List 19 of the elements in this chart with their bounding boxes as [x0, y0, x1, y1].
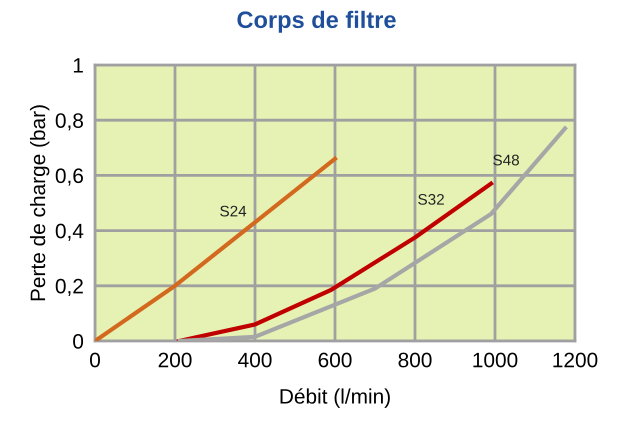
- x-tick-label: 800: [398, 352, 432, 368]
- x-tick-label: 1000: [473, 352, 518, 368]
- y-axis-title: Perte de charge (bar): [30, 105, 50, 300]
- y-tick-label: 0,2: [56, 278, 83, 296]
- y-tick-label: 0,8: [56, 113, 83, 130]
- y-tick-label: 0,6: [56, 168, 83, 186]
- series-label: S48: [493, 154, 520, 166]
- x-tick-label: 0: [90, 352, 100, 368]
- x-axis-title: Débit (l/min): [280, 388, 390, 408]
- x-tick-label: 400: [238, 352, 272, 368]
- series-label: S32: [418, 194, 444, 205]
- series-label: S24: [220, 206, 246, 217]
- chart-title: Corps de filtre: [237, 10, 396, 33]
- x-tick-label: 600: [318, 352, 352, 368]
- y-tick-label: 1: [74, 58, 83, 73]
- x-tick-label: 1200: [553, 352, 598, 368]
- x-tick-label: 200: [158, 352, 192, 368]
- y-tick-label: 0,4: [56, 224, 84, 241]
- y-tick-label: 0: [73, 334, 84, 349]
